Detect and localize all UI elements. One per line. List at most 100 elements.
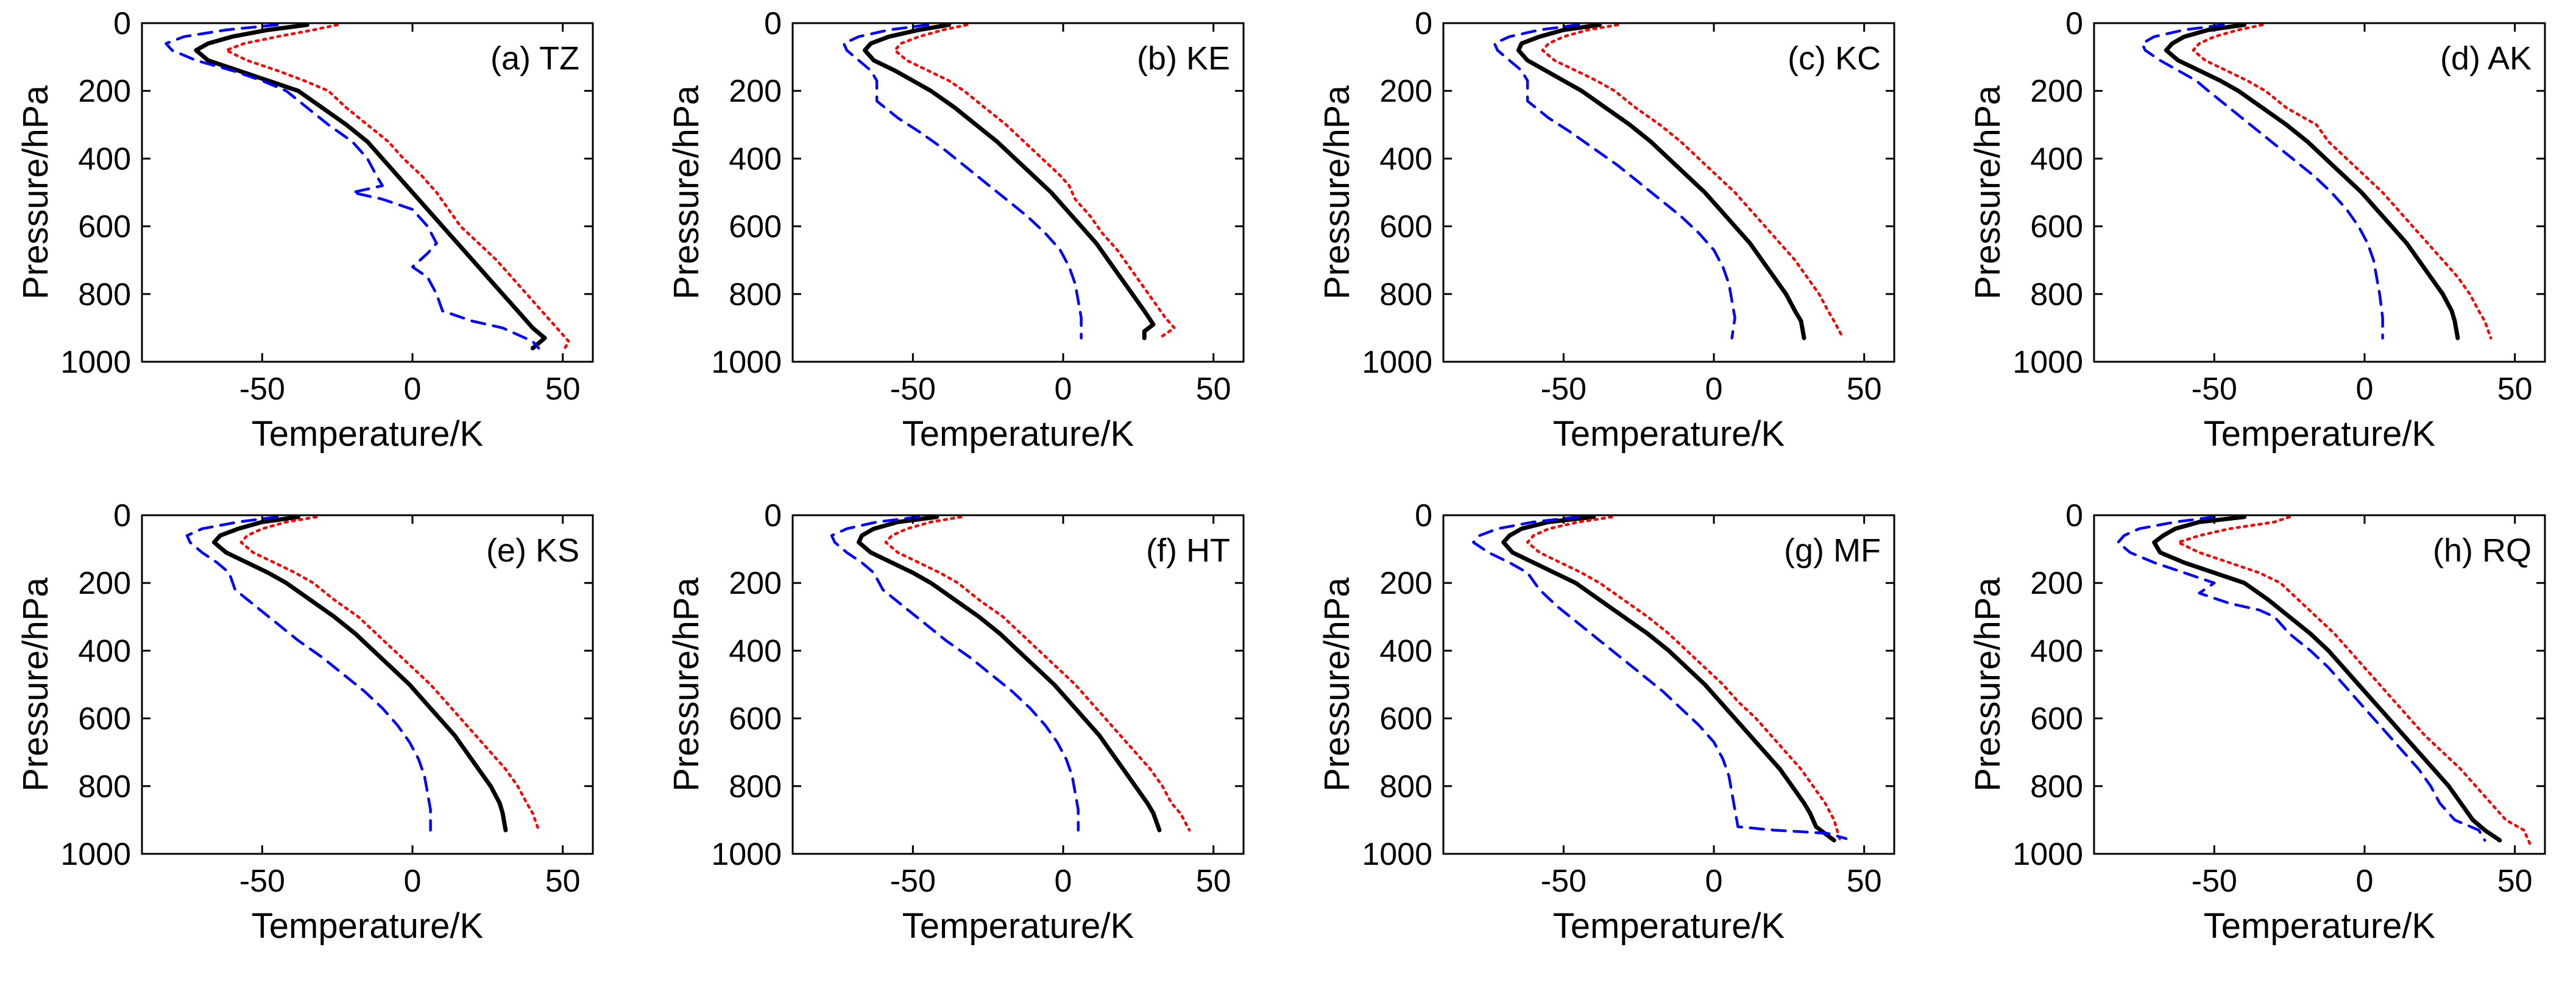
y-tick-label: 200 [729,74,782,109]
y-tick-label: 1000 [711,837,782,872]
y-tick-label: 0 [2065,498,2083,533]
chart-panel-7: 0 200 400 600 800 1000 -50 0 50 Temperature/K Pres… [1317,498,1895,946]
x-tick-label: 0 [1705,372,1723,407]
series-line-max [239,515,540,832]
y-tick-label: 800 [1379,769,1432,805]
y-tick-label: 0 [113,6,131,41]
chart-panel-4: 0 200 400 600 800 1000 -50 0 50 Temperature/K Pres… [1968,6,2546,454]
y-tick-label: 600 [1379,210,1432,245]
y-tick-label: 600 [78,210,131,245]
y-tick-label: 600 [729,702,782,737]
series-line-min [1472,515,1848,840]
y-axis-label: Pressure/hPa [667,577,706,792]
y-tick-label: 200 [2030,566,2083,601]
x-axis-label: Temperature/K [2204,414,2436,454]
x-tick-label: -50 [2192,372,2237,407]
chart-panel-5: 0 200 400 600 800 1000 -50 0 50 Temperature/K Pres… [16,498,594,946]
y-tick-label: 0 [1415,6,1432,41]
x-axis-label: Temperature/K [252,414,484,454]
x-tick-label: 50 [1847,372,1882,407]
y-tick-label: 0 [1415,498,1432,533]
x-axis-label: Temperature/K [252,906,484,946]
y-tick-label: 1000 [2012,837,2083,872]
series-line-min [1493,23,1736,340]
plot-frame [2093,22,2546,363]
y-tick-label: 400 [1379,141,1432,177]
panel-title: (f) HT [1146,532,1230,569]
chart-panel-2: 0 200 400 600 800 1000 -50 0 50 Temperature/K Pres… [667,6,1245,454]
series-line-max [1526,515,1842,842]
series-line-min [165,23,540,350]
x-tick-label: 50 [1196,372,1231,407]
y-axis-label: Pressure/hPa [16,577,55,792]
series-line-min [842,23,1083,340]
y-tick-label: 400 [2030,141,2083,177]
panel-title: (c) KC [1788,40,1881,77]
chart-panel-1: 0 200 400 600 800 1000 -50 0 50 Temperature/K Pres… [16,6,594,454]
chart-panel-3: 0 200 400 600 800 1000 -50 0 50 Temperature/K Pres… [1317,6,1895,454]
y-tick-label: 600 [2030,210,2083,245]
x-tick-label: 0 [404,864,422,899]
x-tick-label: 0 [1055,864,1072,899]
y-tick-label: 1000 [1362,837,1432,872]
panel-title: (d) AK [2440,40,2532,77]
x-tick-label: 0 [2356,372,2374,407]
plot-frame [141,22,594,363]
y-tick-label: 400 [1379,633,1432,669]
y-tick-label: 800 [78,277,131,312]
y-tick-label: 1000 [2012,345,2083,380]
y-tick-label: 0 [113,498,131,533]
series-line-min [830,515,1080,832]
x-tick-label: 50 [1196,864,1231,899]
x-tick-label: 50 [545,372,581,407]
series-line-mean [862,23,1156,340]
y-axis-label: Pressure/hPa [1317,577,1357,792]
y-tick-label: 400 [729,633,782,669]
y-tick-label: 0 [764,6,782,41]
x-tick-label: 0 [404,372,422,407]
series-line-min [185,515,432,832]
x-tick-label: -50 [890,864,936,899]
x-axis-label: Temperature/K [902,906,1134,946]
y-tick-label: 800 [1379,277,1432,312]
y-axis-label: Pressure/hPa [16,85,55,300]
plot-frame [141,514,594,855]
x-tick-label: 50 [1847,864,1882,899]
series-line-max [2176,515,2532,845]
series-line-max [884,515,1191,832]
y-tick-label: 800 [78,769,131,805]
x-tick-label: 0 [1055,372,1072,407]
y-axis-label: Pressure/hPa [1968,85,2008,300]
y-tick-label: 1000 [711,345,782,380]
x-tick-label: -50 [2192,864,2237,899]
y-tick-label: 200 [78,74,131,109]
plot-frame [791,514,1245,855]
series-line-mean [1516,23,1806,340]
x-axis-label: Temperature/K [902,414,1134,454]
x-tick-label: 50 [2497,864,2533,899]
x-tick-label: -50 [239,864,285,899]
series-line-mean [194,23,547,351]
series-line-mean [857,515,1162,833]
y-tick-label: 200 [1379,74,1432,109]
y-tick-label: 1000 [60,345,131,380]
x-tick-label: 50 [2497,372,2533,407]
y-tick-label: 0 [2065,6,2083,41]
series-line-mean [2164,23,2460,340]
series-line-max [893,23,1176,340]
plot-frame [1442,22,1895,363]
x-axis-label: Temperature/K [1553,906,1785,946]
series-line-max [2192,23,2493,340]
x-axis-label: Temperature/K [1553,414,1785,454]
x-tick-label: -50 [890,372,936,407]
series-line-mean [211,515,508,833]
series-line-min [2117,515,2486,842]
y-axis-label: Pressure/hPa [1317,85,1357,300]
y-tick-label: 800 [729,769,782,805]
x-tick-label: -50 [1541,372,1587,407]
y-tick-label: 200 [1379,566,1432,601]
y-tick-label: 400 [78,141,131,177]
plot-frame [1442,514,1895,855]
series-line-mean [1501,515,1836,843]
